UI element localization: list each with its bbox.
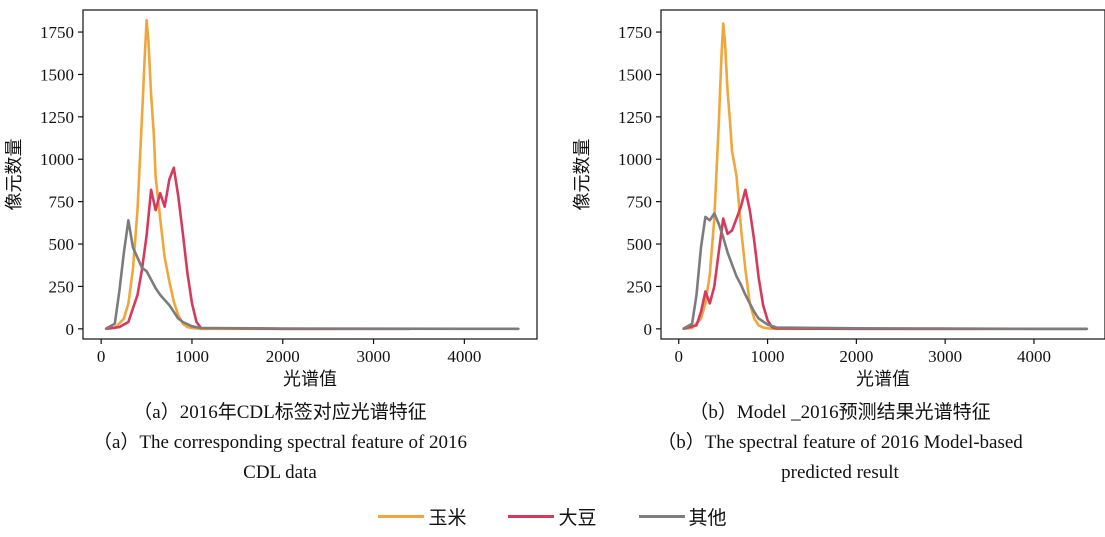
plot-frame	[82, 9, 538, 340]
y-tick-label: 1500	[40, 65, 74, 84]
series-other-1	[682, 212, 1089, 331]
y-axis-label: 像元数量	[4, 139, 24, 211]
y-tick-label: 1250	[40, 108, 74, 127]
x-tick-label: 4000	[1017, 347, 1051, 366]
y-tick-label: 750	[49, 193, 75, 212]
x-tick-label: 3000	[928, 347, 962, 366]
y-tick-label: 250	[627, 277, 653, 296]
legend-swatch-corn	[378, 515, 425, 518]
series-soybean-0	[104, 166, 411, 331]
x-tick-label: 2000	[839, 347, 873, 366]
chart-panel-b: 0 1000 2000 3000 4000 0 250 500 750 1000 1250 1500 1…	[572, 9, 1105, 389]
series-line-corn	[683, 22, 1088, 331]
legend-label-corn: 玉米	[428, 507, 467, 529]
legend-swatch-soybean	[508, 515, 555, 518]
legend-swatch-other	[638, 515, 685, 518]
caption-b: （b）Model _2016预测结果光谱特征 （b）The spectral f…	[580, 398, 1100, 488]
series-corn-0	[104, 18, 411, 331]
y-tick-label: 1250	[618, 108, 652, 127]
y-tick-label: 1000	[40, 150, 74, 169]
chart-legend: 玉米 大豆 其他	[0, 503, 1105, 530]
x-tick-label: 3000	[357, 347, 391, 366]
caption-a-zh: （a）2016年CDL标签对应光谱特征	[133, 402, 427, 423]
caption-b-en-line1: （b）The spectral feature of 2016 Model-ba…	[657, 432, 1023, 453]
y-tick-label: 1750	[618, 23, 652, 42]
caption-b-zh: （b）Model _2016预测结果光谱特征	[689, 402, 991, 423]
series-corn-1	[682, 22, 1089, 331]
series-line-soybean	[105, 166, 410, 331]
y-tick-label: 1750	[40, 23, 74, 42]
series-other-0	[104, 219, 520, 331]
series-line-other	[105, 219, 519, 331]
y-tick-label: 1500	[618, 65, 652, 84]
legend-item-soybean: 大豆	[508, 503, 597, 530]
legend-label-soybean: 大豆	[558, 507, 597, 529]
chart-panel-a: 0 1000 2000 3000 4000 0 250 500 750 1000 1250 1500 1…	[4, 9, 538, 389]
y-tick-label: 0	[66, 320, 75, 339]
y-tick-label: 0	[644, 320, 653, 339]
x-axis-label: 光谱值	[856, 369, 910, 389]
x-tick-label: 4000	[447, 347, 481, 366]
y-tick-label: 750	[627, 193, 653, 212]
series-soybean-1	[682, 188, 1089, 331]
y-tick-label: 500	[627, 235, 653, 254]
y-tick-label: 250	[49, 277, 75, 296]
x-tick-label: 1000	[751, 347, 785, 366]
series-line-soybean	[682, 188, 1088, 331]
y-axis-label: 像元数量	[572, 139, 592, 211]
x-axis-label: 光谱值	[283, 369, 337, 389]
legend-label-other: 其他	[688, 507, 727, 529]
series-line-other	[682, 212, 1088, 331]
y-tick-label: 500	[49, 235, 75, 254]
legend-item-corn: 玉米	[378, 503, 466, 530]
x-tick-label: 0	[97, 347, 106, 366]
x-tick-label: 0	[675, 347, 684, 366]
x-tick-label: 1000	[175, 347, 209, 366]
caption-a: （a）2016年CDL标签对应光谱特征 （a）The corresponding…	[20, 398, 540, 488]
x-tick-label: 2000	[266, 347, 300, 366]
plot-frame	[660, 9, 1105, 340]
caption-a-en-line2: CDL data	[243, 462, 317, 483]
y-tick-label: 1000	[618, 150, 652, 169]
caption-a-en-line1: （a）The corresponding spectral feature of…	[92, 432, 468, 453]
caption-b-en-line2: predicted result	[781, 462, 899, 483]
legend-item-other: 其他	[638, 503, 727, 530]
